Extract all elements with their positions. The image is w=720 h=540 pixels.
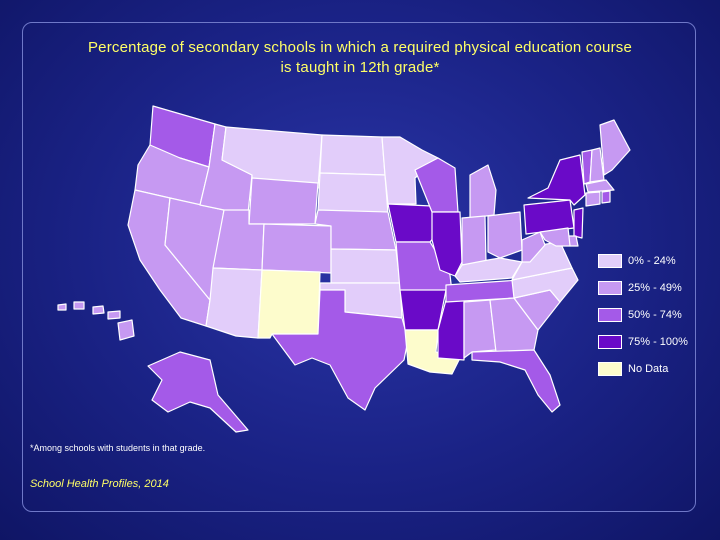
state-mi <box>469 164 497 219</box>
state-sd <box>317 172 389 215</box>
state-ny <box>527 154 586 206</box>
content-panel <box>22 22 696 512</box>
state-ky <box>454 257 523 283</box>
state-nd <box>319 134 386 176</box>
state-az <box>205 267 263 339</box>
state-me <box>599 119 631 176</box>
title-line-1: Percentage of secondary schools in which… <box>87 39 633 56</box>
state-wv <box>521 231 546 263</box>
state-ri <box>601 190 611 204</box>
state-ct <box>585 191 601 207</box>
state-mn <box>381 136 439 205</box>
state-oh <box>487 211 523 259</box>
source-citation: School Health Profiles, 2014 <box>30 478 169 490</box>
state-co <box>261 223 332 274</box>
legend-label-75-100: 75% - 100% <box>628 336 688 348</box>
state-wi <box>414 157 459 213</box>
state-ga <box>489 297 539 353</box>
state-nm <box>257 269 321 339</box>
legend-label-no-data: No Data <box>628 363 669 375</box>
state-fl <box>471 349 561 413</box>
legend-swatch-no-data <box>598 362 622 376</box>
state-al <box>463 299 497 359</box>
state-tx <box>271 289 409 411</box>
legend-swatch-50-74 <box>598 308 622 322</box>
legend-label-0-24: 0% - 24% <box>628 255 676 267</box>
state-wy <box>248 177 319 225</box>
state-mo <box>395 241 453 293</box>
state-ma <box>585 179 615 193</box>
state-hi <box>57 301 135 341</box>
footnote: *Among schools with students in that gra… <box>30 443 206 453</box>
title-line-2: is taught in 12th grade* <box>280 59 440 76</box>
legend-swatch-75-100 <box>598 335 622 349</box>
state-nj <box>573 207 584 239</box>
legend-label-50-74: 50% - 74% <box>628 309 682 321</box>
legend-swatch-25-49 <box>598 281 622 295</box>
state-md <box>539 227 571 247</box>
state-ak <box>147 351 249 433</box>
state-ks <box>330 248 401 284</box>
state-in <box>461 215 487 266</box>
map-title: Percentage of secondary schools in which… <box>30 38 690 78</box>
legend-swatch-0-24 <box>598 254 622 268</box>
legend-label-25-49: 25% - 49% <box>628 282 682 294</box>
